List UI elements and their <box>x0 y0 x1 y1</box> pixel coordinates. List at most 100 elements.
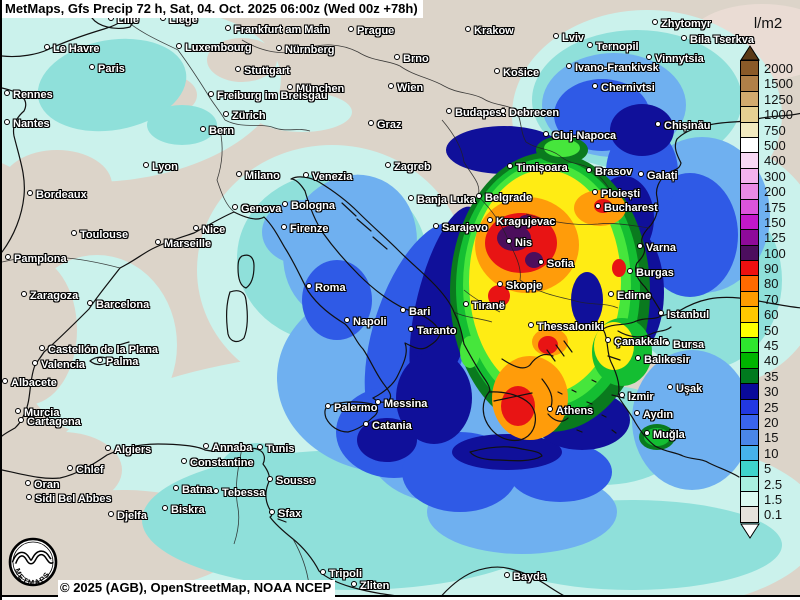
legend-swatch <box>740 60 759 77</box>
legend-swatch <box>740 306 759 323</box>
legend-value: 2000 <box>764 61 793 76</box>
legend-entry: 35 <box>740 367 793 385</box>
legend-swatch <box>740 275 759 292</box>
legend-swatch <box>740 136 759 154</box>
legend-value: 5 <box>764 461 772 477</box>
legend-swatch <box>740 475 759 492</box>
legend-entry: 15 <box>740 429 793 446</box>
legend-swatch <box>740 106 759 123</box>
legend-entry: 300 <box>740 167 793 185</box>
legend-entry: 80 <box>740 275 793 292</box>
legend-entry: 2000 <box>740 60 793 77</box>
legend-entry: 125 <box>740 229 793 246</box>
legend-value: 500 <box>764 137 786 153</box>
legend-value: 20 <box>764 414 779 430</box>
legend-entry: 1500 <box>740 75 793 92</box>
legend-entry: 20 <box>740 413 793 431</box>
legend-value: 750 <box>764 122 786 138</box>
legend-value: 2.5 <box>764 476 783 492</box>
legend-swatch <box>740 183 759 200</box>
legend-entry: 40 <box>740 352 793 369</box>
legend-value: 60 <box>764 307 779 323</box>
legend-entry: 2.5 <box>740 475 793 492</box>
legend-entry: 1250 <box>740 90 793 108</box>
legend-value: 300 <box>764 168 786 184</box>
legend-swatch <box>740 490 759 508</box>
map-title: MetMaps, Gfs Precip 72 h, Sat, 04. Oct. … <box>5 1 418 16</box>
metmaps-logo: METMAPS <box>7 536 59 593</box>
legend-arrow-bottom-icon <box>740 523 760 544</box>
legend-value: 90 <box>764 261 779 277</box>
legend-value: 200 <box>764 184 786 200</box>
legend-entry: 200 <box>740 183 793 200</box>
legend-swatch <box>740 460 759 477</box>
legend-value: 125 <box>764 230 786 246</box>
legend-entry: 25 <box>740 398 793 415</box>
title-bar: MetMaps, Gfs Precip 72 h, Sat, 04. Oct. … <box>2 0 423 18</box>
legend-entry: 70 <box>740 290 793 308</box>
legend-value: 1.5 <box>764 491 783 507</box>
legend-value: 25 <box>764 399 779 415</box>
legend-value: 1250 <box>764 91 793 107</box>
legend-unit-label: l/m2 <box>753 15 783 32</box>
map-frame-bottom <box>2 595 800 600</box>
legend-entry: 50 <box>740 321 793 339</box>
legend-entry: 1.5 <box>740 490 793 508</box>
legend-value: 70 <box>764 291 779 307</box>
legend-swatch <box>740 413 759 431</box>
legend-swatch <box>740 444 759 462</box>
legend-entry: 1000 <box>740 106 793 123</box>
legend-value: 15 <box>764 430 779 446</box>
legend-swatch <box>740 260 759 277</box>
legend-swatch <box>740 152 759 169</box>
legend-entry: 400 <box>740 152 793 169</box>
legend-entry: 150 <box>740 213 793 231</box>
legend-entry: 0.1 <box>740 506 793 523</box>
legend-value: 30 <box>764 384 779 400</box>
legend-value: 400 <box>764 153 786 169</box>
legend-swatch <box>740 352 759 369</box>
legend-value: 45 <box>764 338 779 354</box>
legend-value: 1000 <box>764 107 793 123</box>
legend-value: 150 <box>764 214 786 230</box>
legend-value: 40 <box>764 353 779 369</box>
legend-swatch <box>740 198 759 215</box>
legend-swatch <box>740 398 759 415</box>
legend-entry: 10 <box>740 444 793 462</box>
coastlines <box>2 17 800 600</box>
legend-value: 35 <box>764 368 779 384</box>
legend-entry: 60 <box>740 306 793 323</box>
legend-value: 50 <box>764 322 779 338</box>
legend-entry: 500 <box>740 136 793 154</box>
legend-swatch <box>740 321 759 339</box>
legend-entry: 90 <box>740 260 793 277</box>
legend-value: 80 <box>764 276 779 292</box>
legend-swatch <box>740 90 759 108</box>
legend-swatch <box>740 429 759 446</box>
legend-value: 0.1 <box>764 507 783 523</box>
legend-swatch <box>740 229 759 246</box>
legend-value: 100 <box>764 245 786 261</box>
copyright-bar: © 2025 (AGB), OpenStreetMap, NOAA NCEP <box>58 580 336 597</box>
legend-entry: 30 <box>740 383 793 400</box>
legend-swatch <box>740 121 759 138</box>
legend-scale: 2000 1500 1250 1000 750 500 400 300 200 175 150 125… <box>740 60 793 523</box>
legend-swatch <box>740 506 759 523</box>
legend-swatch <box>740 75 759 92</box>
legend-entry: 750 <box>740 121 793 138</box>
legend-value: 1500 <box>764 76 793 92</box>
legend-swatch <box>740 167 759 185</box>
legend-swatch <box>740 337 759 354</box>
legend-swatch <box>740 213 759 231</box>
legend-swatch <box>740 383 759 400</box>
legend-swatch <box>740 244 759 262</box>
legend-value: 10 <box>764 445 779 461</box>
legend-swatch <box>740 290 759 308</box>
legend-value: 175 <box>764 199 786 215</box>
copyright-text: © 2025 (AGB), OpenStreetMap, NOAA NCEP <box>60 580 332 595</box>
legend-entry: 175 <box>740 198 793 215</box>
legend-entry: 100 <box>740 244 793 262</box>
